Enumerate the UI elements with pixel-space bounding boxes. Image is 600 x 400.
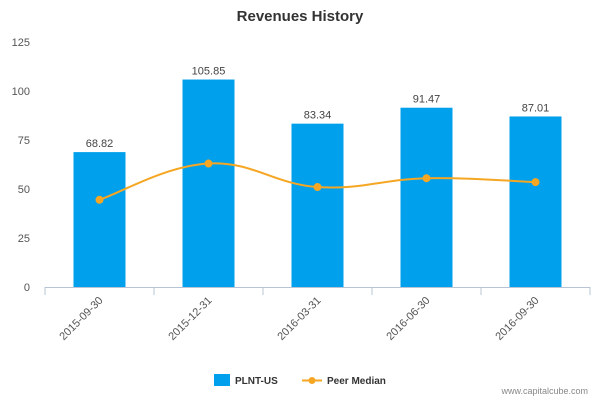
legend[interactable]: PLNT-US Peer Median: [214, 374, 386, 387]
data-label: 83.34: [304, 110, 332, 122]
y-tick-label: 100: [12, 86, 30, 98]
line-series: [95, 159, 540, 204]
y-tick-label: 50: [18, 184, 30, 196]
legend-label-bar[interactable]: PLNT-US: [235, 376, 278, 387]
chart-title: Revenues History: [237, 8, 364, 25]
x-tick-label: 2016-06-30: [384, 295, 432, 343]
x-tick-label: 2015-09-30: [57, 295, 105, 343]
data-label: 105.85: [192, 66, 226, 78]
bar[interactable]: [291, 123, 344, 288]
data-label: 91.47: [413, 94, 441, 106]
y-tick-label: 75: [18, 135, 30, 147]
credit-text: www.capitalcube.com: [500, 386, 588, 396]
x-tick-label: 2015-12-31: [166, 295, 214, 343]
legend-line-marker: [308, 377, 316, 384]
bar[interactable]: [400, 107, 453, 287]
y-tick-label: 0: [24, 282, 30, 294]
y-axis: 0 25 50 75 100 125: [12, 37, 30, 294]
y-tick-label: 125: [12, 37, 30, 49]
legend-label-line[interactable]: Peer Median: [327, 376, 386, 387]
bar-series: [73, 79, 562, 288]
peer-median-point[interactable]: [313, 183, 322, 192]
bar[interactable]: [73, 152, 126, 287]
peer-median-point[interactable]: [204, 159, 213, 168]
bar[interactable]: [182, 79, 235, 287]
x-tick-label: 2016-03-31: [275, 295, 323, 343]
legend-bar-swatch: [214, 374, 230, 386]
data-label: 68.82: [86, 138, 114, 150]
y-tick-label: 25: [18, 233, 30, 245]
x-axis: 2015-09-30 2015-12-31 2016-03-31 2016-06-30…: [44, 287, 591, 343]
data-label: 87.01: [522, 102, 550, 114]
x-tick-label: 2016-09-30: [493, 295, 541, 343]
peer-median-point[interactable]: [531, 178, 540, 187]
peer-median-point[interactable]: [95, 195, 104, 204]
bar[interactable]: [509, 116, 562, 287]
peer-median-point[interactable]: [422, 174, 431, 183]
data-labels: 68.82 105.85 83.34 91.47 87.01: [86, 66, 550, 151]
